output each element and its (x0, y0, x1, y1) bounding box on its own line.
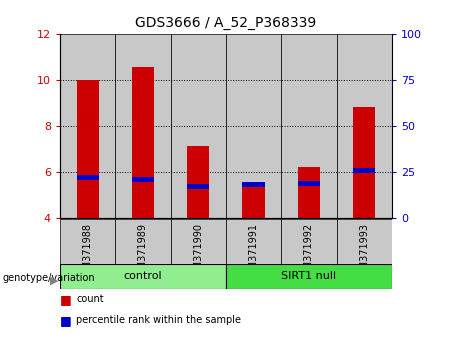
Bar (171, 219, 226, 264)
Bar (298, 181, 320, 186)
Bar (115, 219, 171, 264)
Bar (226, 219, 281, 264)
Bar (281, 219, 337, 264)
Bar (226, 34, 281, 218)
Text: ▶: ▶ (50, 275, 59, 285)
Bar (77, 175, 99, 180)
Bar (187, 147, 209, 218)
Bar (132, 177, 154, 182)
Text: GSM371990: GSM371990 (193, 223, 203, 282)
Text: SIRT1 null: SIRT1 null (281, 271, 337, 281)
Bar (242, 182, 265, 187)
Title: GDS3666 / A_52_P368339: GDS3666 / A_52_P368339 (135, 16, 317, 30)
Text: genotype/variation: genotype/variation (2, 273, 95, 283)
Text: GSM371989: GSM371989 (138, 223, 148, 282)
Bar (60, 264, 226, 289)
Bar (353, 107, 375, 218)
Bar (187, 184, 209, 189)
Text: GSM371988: GSM371988 (83, 223, 93, 282)
Text: ■: ■ (60, 293, 71, 306)
Bar (242, 183, 265, 218)
Text: percentile rank within the sample: percentile rank within the sample (76, 315, 241, 325)
Bar (353, 168, 375, 173)
Bar (115, 34, 171, 218)
Bar (60, 34, 115, 218)
Bar (171, 34, 226, 218)
Bar (337, 34, 392, 218)
Bar (281, 34, 337, 218)
Bar (226, 264, 392, 289)
Text: GSM371992: GSM371992 (304, 223, 314, 282)
Bar (132, 67, 154, 218)
Bar (60, 219, 115, 264)
Bar (298, 167, 320, 218)
Text: control: control (124, 271, 162, 281)
Text: GSM371993: GSM371993 (359, 223, 369, 282)
Text: count: count (76, 294, 104, 304)
Bar (337, 219, 392, 264)
Bar (77, 80, 99, 218)
Text: GSM371991: GSM371991 (248, 223, 259, 282)
Text: ■: ■ (60, 314, 71, 327)
